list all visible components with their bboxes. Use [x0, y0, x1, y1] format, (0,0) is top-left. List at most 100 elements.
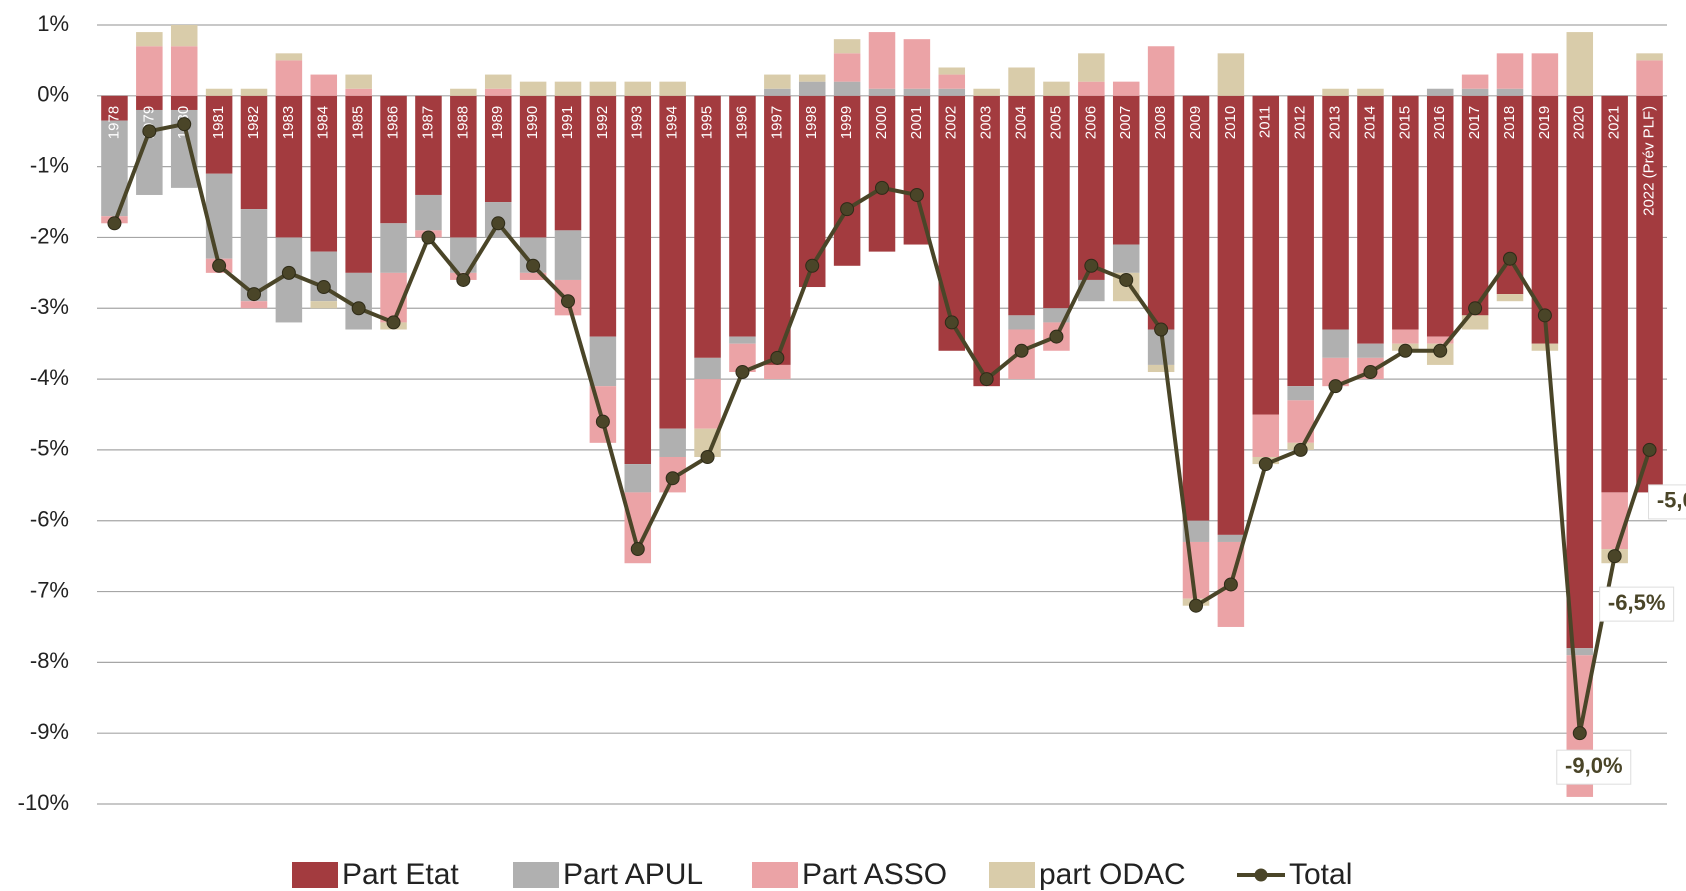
bar-segment	[589, 81, 617, 96]
total-point	[630, 542, 645, 557]
legend-swatch	[752, 862, 798, 888]
x-tick-label: 2005	[1047, 106, 1064, 139]
total-point	[1363, 365, 1378, 380]
total-point	[840, 202, 855, 217]
x-tick-label: 2011	[1257, 106, 1274, 138]
bar-segment	[450, 95, 477, 238]
bar-segment	[1322, 329, 1349, 358]
bar-segment	[1531, 343, 1559, 351]
total-point	[351, 301, 366, 316]
bar-segment	[938, 74, 966, 89]
bar-segment	[1426, 336, 1454, 344]
bar-segment	[554, 230, 582, 280]
y-tick-label: -4%	[30, 365, 69, 390]
bar-segment	[833, 81, 861, 96]
bar-segment	[1357, 343, 1384, 358]
bar-segment	[240, 95, 268, 210]
total-point	[1468, 301, 1483, 316]
x-tick-label: 2013	[1327, 106, 1344, 139]
bar-segment	[275, 53, 303, 61]
bar-segment	[1636, 60, 1663, 96]
bar-segment	[170, 46, 198, 96]
x-tick-label: 1995	[699, 106, 716, 139]
bar-segment	[170, 25, 198, 47]
total-point	[1398, 343, 1413, 358]
x-tick-label: 1989	[489, 106, 506, 139]
x-tick-label: 2017	[1466, 106, 1483, 139]
x-tick-label: 1993	[629, 106, 646, 139]
bar-segment	[484, 88, 512, 96]
bar-segment	[868, 88, 896, 96]
x-tick-label: 1987	[419, 106, 436, 139]
total-point	[735, 365, 750, 380]
annotation: -6,5%	[1608, 590, 1665, 615]
bar-segment	[345, 88, 372, 96]
bar-segment	[1496, 53, 1524, 89]
bar-segment	[1112, 81, 1140, 96]
bar-segment	[205, 88, 233, 96]
bar-segment	[1252, 95, 1280, 415]
x-tick-label: 1994	[664, 106, 681, 139]
total-point	[979, 372, 994, 387]
bar-segment	[1182, 520, 1210, 542]
bar-segment	[938, 95, 966, 351]
bar-segment	[729, 336, 756, 344]
bar-segment	[554, 95, 582, 231]
bar-segment	[1217, 53, 1245, 96]
legend-label: Part APUL	[563, 858, 703, 891]
bar-segment	[205, 173, 233, 259]
bar-segment	[1392, 329, 1419, 344]
total-point	[1503, 251, 1517, 266]
total-point	[1328, 379, 1343, 394]
annotation: -9,0%	[1565, 753, 1622, 778]
total-point	[1119, 272, 1134, 287]
bar-segment	[1426, 88, 1454, 96]
bar-segment	[484, 95, 512, 203]
bar-segment	[833, 95, 861, 266]
bar-segment	[275, 60, 303, 96]
bar-segment	[589, 336, 617, 387]
bar-segment	[345, 95, 372, 273]
bar-segment	[1008, 315, 1035, 330]
bar-segment	[101, 95, 128, 121]
bar-segment	[415, 194, 442, 231]
x-tick-label: 2018	[1501, 106, 1518, 139]
y-tick-label: -9%	[30, 719, 69, 744]
x-tick-label: 2000	[873, 106, 890, 139]
total-point	[281, 265, 296, 280]
bar-segment	[1496, 88, 1524, 96]
bar-segment	[275, 95, 303, 238]
bar-segment	[938, 67, 966, 75]
x-tick-label: 2007	[1117, 106, 1134, 139]
y-tick-label: 1%	[37, 11, 69, 36]
bar-segment	[833, 53, 861, 82]
bar-segment	[1043, 81, 1070, 96]
x-tick-label: 2014	[1361, 106, 1378, 139]
bar-segment	[868, 32, 896, 89]
total-point	[177, 117, 192, 132]
legend-marker	[1254, 868, 1268, 882]
total-point	[526, 258, 541, 273]
bar-segment	[694, 357, 721, 380]
bar-segment	[624, 95, 652, 465]
bar-segment	[1566, 32, 1594, 96]
x-tick-label: 2012	[1292, 106, 1309, 139]
bar-segment	[764, 95, 791, 365]
total-point	[1084, 258, 1099, 273]
x-tick-label: 2016	[1431, 106, 1448, 139]
x-tick-label: 2009	[1187, 106, 1204, 139]
bar-segment	[1461, 95, 1489, 316]
annotation-box	[1599, 586, 1675, 622]
x-tick-label: 1997	[768, 106, 785, 139]
bar-segment	[694, 379, 721, 429]
bar-segment	[240, 301, 268, 309]
x-tick-label: 2022 (Prév PLF)	[1641, 106, 1658, 216]
bar-segment	[659, 81, 686, 96]
bar-segment	[205, 95, 233, 174]
x-tick-label: 2020	[1571, 106, 1588, 139]
x-tick-label: 1983	[280, 106, 297, 139]
bar-segment	[1008, 67, 1035, 96]
bar-segment	[136, 95, 163, 110]
total-point	[1433, 343, 1448, 358]
bar-segment	[1112, 244, 1140, 273]
